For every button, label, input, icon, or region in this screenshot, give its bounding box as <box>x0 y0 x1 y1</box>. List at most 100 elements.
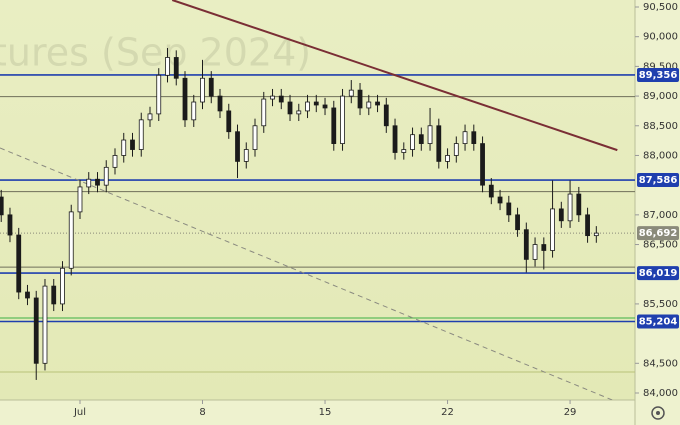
candle-body <box>165 57 170 76</box>
candle-body <box>567 193 573 222</box>
settings-icon[interactable] <box>651 406 665 420</box>
settings-gear-center <box>656 411 660 415</box>
plot <box>0 0 635 400</box>
last-price-label: 86,692 <box>639 228 678 239</box>
candle-body <box>392 125 398 153</box>
candle-body <box>322 104 328 109</box>
candle-body <box>462 131 468 144</box>
settings-gear[interactable] <box>651 406 665 420</box>
candle-body <box>550 208 555 251</box>
candle-body <box>436 125 442 162</box>
x-tick-label: Jul <box>73 407 86 418</box>
candle-body <box>375 101 380 106</box>
x-tick-label: 8 <box>199 407 205 418</box>
y-tick-label: 84,000 <box>643 388 678 399</box>
candle-body <box>506 202 512 216</box>
x-tick-label: 15 <box>319 407 332 418</box>
candle-body <box>523 229 529 260</box>
candle-body <box>173 57 179 79</box>
candle-body <box>340 95 345 144</box>
level-label-box <box>637 67 679 82</box>
candle-body <box>401 149 407 153</box>
candle-body <box>243 149 249 162</box>
candle-body <box>208 77 214 97</box>
candle-body <box>42 285 48 364</box>
level-label-box <box>637 266 679 281</box>
candle-body <box>357 89 363 109</box>
candle-body <box>226 110 232 133</box>
candle-body <box>51 285 57 305</box>
candle-body <box>217 95 223 112</box>
candle-body <box>445 155 450 162</box>
trendline <box>171 0 618 152</box>
y-tick-label: 90,000 <box>643 32 678 43</box>
candle-body <box>418 134 424 144</box>
y-tick-label: 84,500 <box>643 358 678 369</box>
candle-body <box>383 104 389 127</box>
axes: 84,000 84,500 85,500 86,500 87,000 88,000 88,5… <box>73 2 679 418</box>
candle-body <box>25 291 30 299</box>
candle-body <box>532 244 538 260</box>
level-label: 89,356 <box>639 70 678 81</box>
last-price-box <box>637 226 679 241</box>
y-tick-label: 88,000 <box>643 150 678 161</box>
y-tick-label: 89,000 <box>643 91 678 102</box>
trendline <box>0 147 613 400</box>
candle-body <box>252 125 258 150</box>
candle-body <box>366 101 372 109</box>
candle-body <box>427 125 433 144</box>
x-tick-label: 29 <box>564 407 577 418</box>
candle-body <box>270 95 275 100</box>
candle-body <box>410 134 415 150</box>
candle-body <box>348 89 354 97</box>
level-label-box <box>637 173 679 188</box>
candle-body <box>77 186 83 213</box>
candle-body <box>182 77 188 121</box>
candle-body <box>200 77 205 103</box>
candle-body <box>0 196 4 216</box>
watermark: tures (Sep 2024) <box>0 31 311 75</box>
candle-body <box>86 178 92 188</box>
candle-body <box>471 131 477 144</box>
candle-body <box>156 74 162 115</box>
y-tick-label: 85,500 <box>643 299 678 310</box>
y-tick-label: 90,500 <box>643 2 678 13</box>
x-tick-label: 22 <box>441 407 454 418</box>
candle-body <box>121 139 127 156</box>
candle-body <box>576 193 582 216</box>
candle-body <box>191 101 197 121</box>
candle-body <box>130 139 135 150</box>
candle-body <box>541 244 547 251</box>
candle-body <box>112 155 118 168</box>
candle-body <box>453 143 459 156</box>
candle-body <box>287 101 293 115</box>
y-tick-label: 88,500 <box>643 121 678 132</box>
candle-body <box>585 214 590 237</box>
y-tick-label: 87,000 <box>643 210 678 221</box>
candle-body <box>278 95 284 103</box>
level-label: 87,586 <box>639 175 678 186</box>
candle-body <box>147 113 153 121</box>
candle-body <box>68 211 74 269</box>
candle-body <box>16 234 22 293</box>
candle-body <box>558 208 564 222</box>
candle-body <box>488 184 494 198</box>
candle-body <box>331 107 337 144</box>
candle-body <box>480 143 485 186</box>
candle-body <box>497 196 503 204</box>
candle-body <box>515 214 520 231</box>
candle-body <box>7 214 13 236</box>
level-label: 86,019 <box>639 268 678 279</box>
candle-body <box>33 297 39 364</box>
candle-body <box>313 101 319 106</box>
candle-body <box>296 110 302 115</box>
candle-body <box>138 119 144 150</box>
candle-body <box>305 101 310 112</box>
candle-body <box>593 232 599 237</box>
level-label: 85,204 <box>639 316 678 327</box>
plot-area <box>0 0 635 400</box>
candle-body <box>261 98 267 127</box>
y-tick-label: 86,500 <box>643 240 678 251</box>
y-tick-label: 89,500 <box>643 61 678 72</box>
